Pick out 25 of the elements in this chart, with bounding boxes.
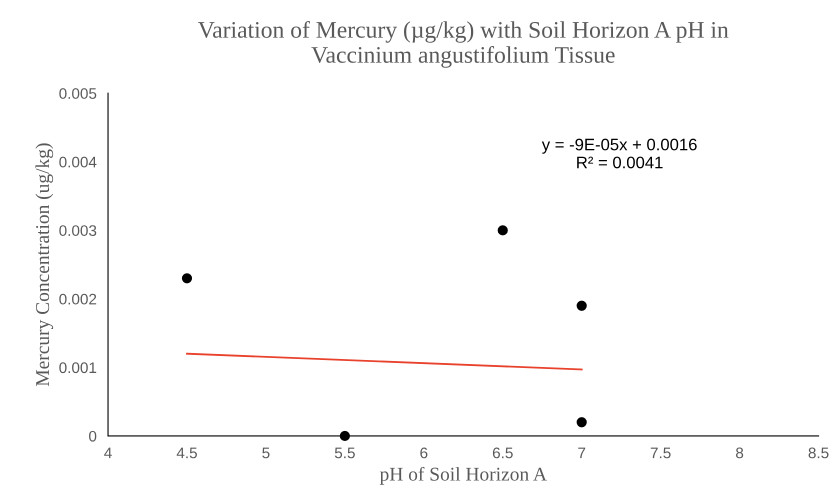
y-tick-label: 0.003 [59,225,96,236]
y-tick-label: 0.001 [59,362,96,374]
x-tick-label: 7.5 [650,448,671,458]
y-tick-label: 0.005 [59,88,96,99]
x-tick-label: 5 [262,448,270,458]
y-tick-label: 0.004 [59,156,96,168]
x-tick-label: 8.5 [808,447,829,458]
x-tick-label: 7 [578,448,586,458]
x-tick-label: 5.5 [334,448,355,458]
x-axis-title: pH of Soil Horizon A [380,466,547,485]
y-tick-label: 0.002 [59,294,96,305]
x-tick-label: 4.5 [176,448,197,458]
chart-title: Variation of Mercury (µg/kg) with Soil Horizon A pH in Vaccinium angustifolium Tissue [198,21,728,68]
y-tick-label: 0 [89,430,96,442]
y-axis-title: Mercury Concentration (ug/kg) [35,143,54,386]
point [498,225,508,236]
point [340,430,350,442]
x-tick-label: 8 [736,447,744,458]
point [576,417,587,428]
point [576,300,587,311]
point [182,273,192,284]
annotation: y = -9E-05x + 0.0016 R² = 0.0041 [542,138,697,168]
x-tick-label: 6.5 [492,447,513,458]
x-tick-label: 6 [420,447,428,458]
x-tick-label: 4 [104,448,112,458]
